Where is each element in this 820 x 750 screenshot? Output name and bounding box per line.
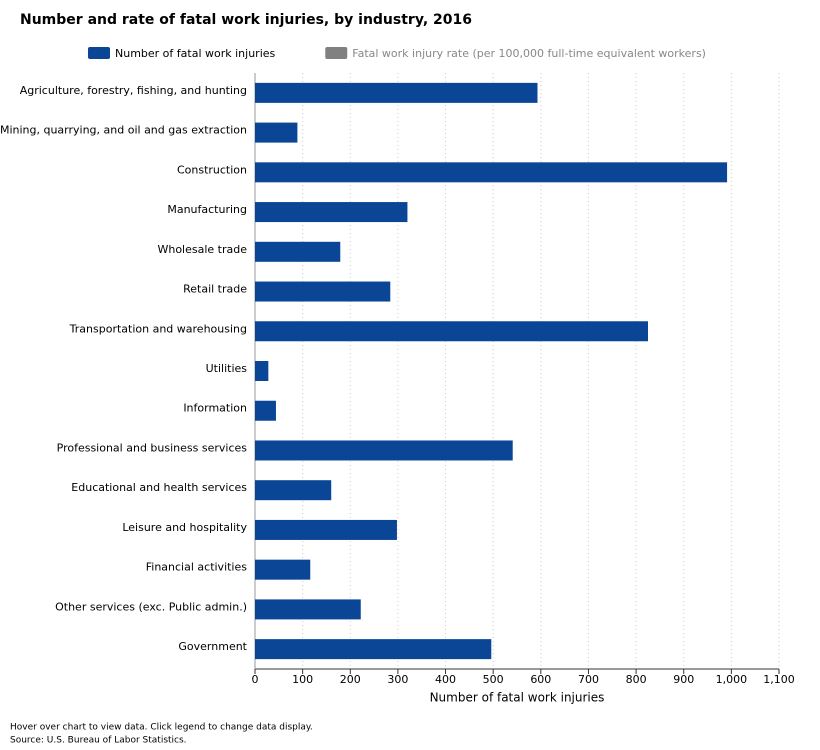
bar — [255, 122, 298, 143]
legend-swatch[interactable] — [325, 47, 348, 59]
y-tick-label: Government — [178, 640, 247, 653]
y-tick-label: Wholesale trade — [157, 243, 247, 256]
y-tick-label: Mining, quarrying, and oil and gas extra… — [0, 124, 247, 137]
y-tick-label: Retail trade — [183, 283, 247, 296]
bar — [255, 599, 361, 620]
x-tick-label: 600 — [530, 673, 551, 686]
chart-title: Number and rate of fatal work injuries, … — [20, 12, 472, 28]
y-tick-label: Other services (exc. Public admin.) — [55, 600, 247, 613]
bar — [255, 519, 397, 540]
y-tick-label: Educational and health services — [71, 481, 247, 494]
y-tick-label: Agriculture, forestry, fishing, and hunt… — [20, 84, 247, 97]
legend-swatch[interactable] — [88, 47, 110, 59]
x-tick-label: 700 — [578, 673, 599, 686]
y-tick-label: Information — [183, 402, 247, 415]
legend-label[interactable]: Number of fatal work injuries — [115, 47, 276, 60]
x-tick-label: 1,000 — [716, 673, 748, 686]
y-tick-label: Construction — [177, 163, 247, 176]
source: Source: U.S. Bureau of Labor Statistics. — [10, 736, 187, 746]
y-tick-label: Transportation and warehousing — [69, 322, 247, 335]
bar — [255, 202, 408, 223]
bar — [255, 480, 332, 501]
legend-label[interactable]: Fatal work injury rate (per 100,000 full… — [352, 47, 706, 60]
note: Hover over chart to view data. Click leg… — [10, 723, 313, 733]
y-tick-label: Manufacturing — [167, 203, 247, 216]
bar — [255, 241, 341, 262]
y-tick-label: Utilities — [206, 362, 248, 375]
bar — [255, 162, 728, 183]
bar — [255, 321, 648, 342]
bar — [255, 440, 513, 461]
y-tick-label: Professional and business services — [57, 441, 248, 454]
x-tick-label: 0 — [252, 673, 259, 686]
x-axis-title: Number of fatal work injuries — [430, 691, 605, 705]
x-tick-label: 400 — [435, 673, 456, 686]
bar — [255, 361, 269, 381]
x-tick-label: 200 — [340, 673, 361, 686]
bar — [255, 400, 276, 421]
x-tick-label: 800 — [626, 673, 647, 686]
bar — [255, 82, 538, 103]
x-tick-label: 1,100 — [763, 673, 795, 686]
x-tick-label: 300 — [387, 673, 408, 686]
y-tick-label: Financial activities — [146, 561, 248, 574]
x-tick-label: 900 — [673, 673, 694, 686]
bar — [255, 559, 311, 580]
x-tick-label: 100 — [292, 673, 313, 686]
x-tick-label: 500 — [483, 673, 504, 686]
y-tick-label: Leisure and hospitality — [122, 521, 247, 534]
bar — [255, 639, 492, 660]
bar — [255, 281, 391, 302]
